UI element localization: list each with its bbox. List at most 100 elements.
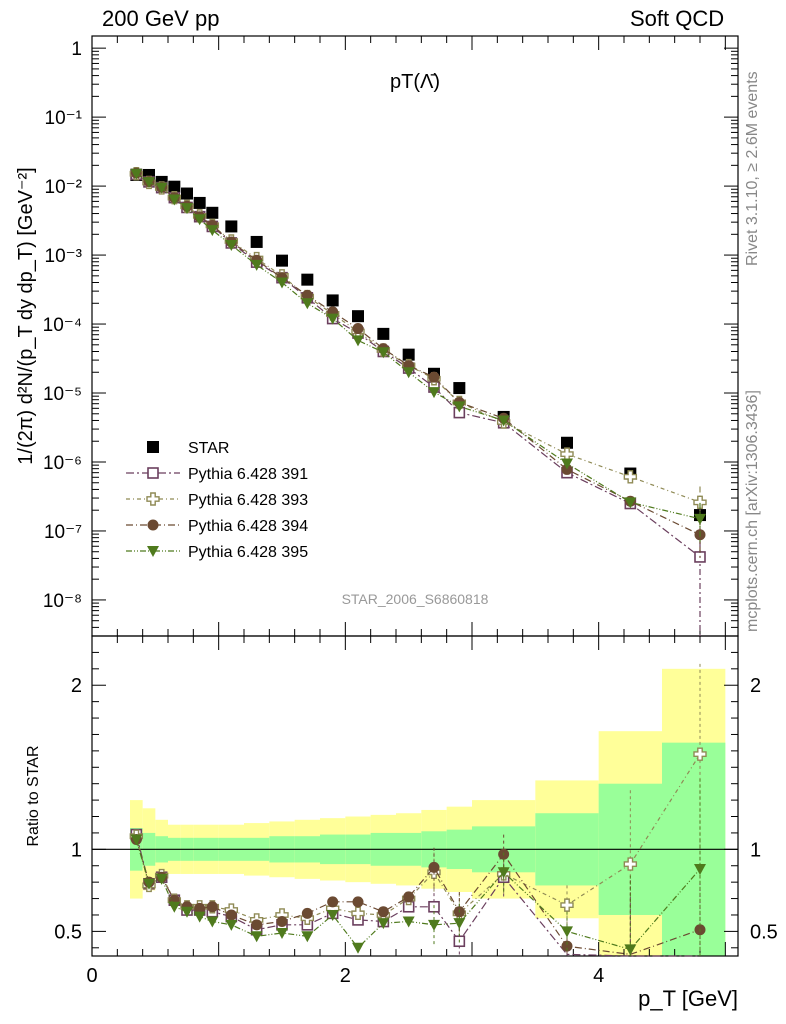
data-point bbox=[326, 294, 339, 307]
ratio-point bbox=[561, 940, 573, 952]
y-axis-label: 1/(2π) d²N/(p_T dy dp_T) [GeV⁻²] bbox=[15, 167, 37, 464]
legend-label: Pythia 6.428 394 bbox=[188, 518, 308, 535]
data-point bbox=[377, 327, 390, 340]
y-tick-label: 10⁻¹ bbox=[45, 108, 83, 129]
data-point bbox=[560, 447, 574, 461]
data-point bbox=[193, 196, 206, 209]
data-point bbox=[561, 436, 573, 449]
y-tick-label: 10⁻³ bbox=[45, 246, 83, 267]
ratio-point bbox=[155, 873, 168, 885]
ratio-point bbox=[276, 916, 288, 928]
y-tick-label: 10⁻⁸ bbox=[43, 591, 82, 612]
data-point bbox=[225, 220, 238, 233]
ratio-point bbox=[276, 928, 288, 940]
data-point bbox=[377, 347, 390, 359]
ratio-point bbox=[301, 931, 314, 943]
y-tick-label: 10⁻⁴ bbox=[43, 315, 82, 336]
ratio-plot-frame bbox=[91, 635, 739, 957]
ratio-point bbox=[624, 944, 637, 956]
ratio-point bbox=[168, 901, 181, 913]
data-point bbox=[301, 289, 313, 301]
ratio-y-tick-label-right: 2 bbox=[750, 675, 761, 697]
data-point bbox=[301, 298, 314, 310]
legend-label: Pythia 6.428 391 bbox=[188, 466, 308, 483]
data-point bbox=[225, 239, 238, 251]
axes bbox=[91, 35, 739, 957]
data-point bbox=[453, 401, 466, 413]
y-tick-label: 10⁻² bbox=[45, 177, 83, 198]
data-series bbox=[126, 167, 707, 957]
ratio-y-tick-label-right: 0.5 bbox=[750, 921, 778, 943]
ratio-point bbox=[402, 916, 415, 928]
data-point bbox=[326, 313, 339, 325]
ratio-y-tick-label: 2 bbox=[71, 675, 82, 697]
ratio-point bbox=[326, 909, 339, 921]
ratio-point bbox=[352, 942, 364, 954]
data-point bbox=[428, 371, 440, 383]
x-tick-label: 2 bbox=[340, 965, 351, 987]
legend-label: Pythia 6.428 393 bbox=[188, 492, 308, 509]
ratio-point bbox=[225, 909, 237, 921]
ratio-point bbox=[352, 896, 364, 908]
data-point bbox=[206, 206, 219, 219]
ratio-point bbox=[181, 906, 193, 918]
data-point bbox=[623, 470, 638, 484]
y-tick-label: 10⁻⁶ bbox=[43, 453, 82, 474]
data-point bbox=[624, 497, 637, 509]
ratio-y-tick-label: 1 bbox=[71, 839, 82, 861]
data-point bbox=[497, 415, 510, 427]
ratio-point bbox=[301, 907, 313, 919]
data-point bbox=[402, 367, 415, 379]
data-point bbox=[694, 513, 706, 525]
ratio-point bbox=[694, 864, 706, 876]
data-point bbox=[276, 277, 288, 289]
ratio-point bbox=[428, 919, 440, 931]
legend-marker bbox=[147, 519, 159, 531]
ratio-point bbox=[693, 747, 707, 761]
data-point bbox=[206, 225, 219, 237]
ratio-point bbox=[351, 906, 365, 921]
data-point bbox=[130, 168, 143, 180]
data-point bbox=[155, 182, 168, 194]
x-tick-label: 4 bbox=[593, 965, 604, 987]
legend-label: STAR bbox=[188, 440, 229, 457]
data-point bbox=[276, 254, 288, 267]
x-axis-label: p_T [GeV] bbox=[638, 986, 738, 1011]
data-point bbox=[428, 387, 440, 399]
legend-marker bbox=[147, 467, 159, 479]
ratio-point bbox=[561, 926, 573, 938]
data-point bbox=[352, 335, 364, 347]
header-right: Soft QCD bbox=[630, 6, 725, 31]
data-point bbox=[301, 273, 314, 286]
ratio-point bbox=[143, 878, 155, 890]
ratio-point bbox=[377, 918, 390, 930]
axis-labels: 0 2 4 1 10⁻¹ 10⁻² 10⁻³ 10⁻⁴ 10⁻⁵ 10⁻⁶ 10⁻⁷ 10⁻⁸ 0.5 0… bbox=[15, 39, 778, 1011]
data-point bbox=[168, 180, 181, 193]
ratio-point bbox=[428, 861, 440, 873]
legend-marker bbox=[146, 492, 160, 506]
ratio-point bbox=[130, 834, 143, 846]
ratio-point bbox=[250, 931, 263, 943]
data-point bbox=[352, 323, 364, 335]
legend-marker bbox=[147, 546, 159, 557]
data-point bbox=[250, 259, 263, 271]
ratio-point bbox=[377, 906, 389, 918]
y-tick-label: 1 bbox=[71, 39, 82, 60]
ratio-point bbox=[560, 898, 574, 912]
data-point bbox=[181, 203, 193, 215]
ratio-point bbox=[453, 918, 466, 930]
y-tick-label: 10⁻⁷ bbox=[44, 522, 82, 543]
data-point bbox=[143, 177, 155, 189]
y-tick-label: 10⁻⁵ bbox=[43, 384, 82, 405]
data-point bbox=[693, 495, 707, 510]
ratio-point bbox=[206, 901, 218, 913]
ratio-point bbox=[225, 919, 238, 931]
ratio-y-axis-label: Ratio to STAR bbox=[25, 745, 42, 846]
plot-title: pT(Λ̄) bbox=[390, 71, 440, 93]
ratio-y-tick-label: 0.5 bbox=[54, 921, 82, 943]
x-tick-label: 0 bbox=[86, 965, 97, 987]
data-point bbox=[453, 382, 466, 395]
ratio-point bbox=[327, 896, 339, 908]
data-point bbox=[250, 235, 263, 248]
